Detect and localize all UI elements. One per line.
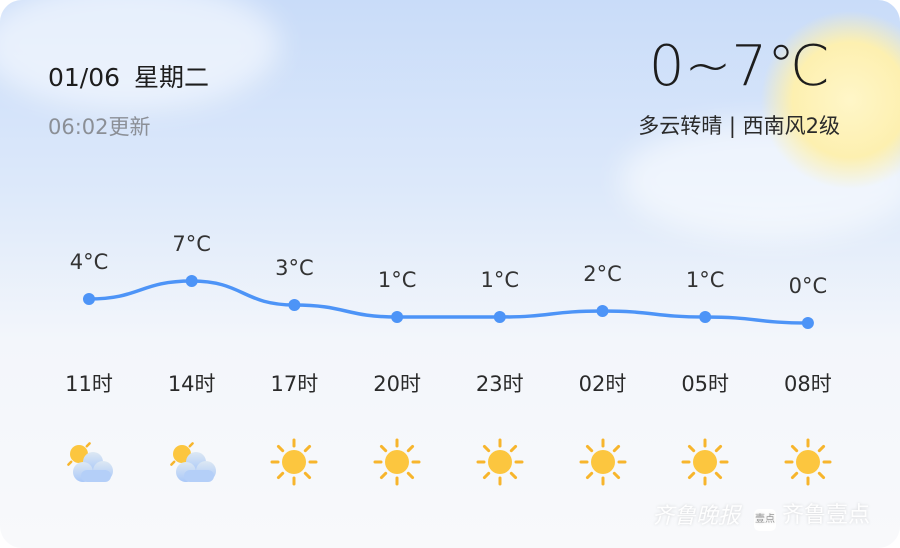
watermark-brand2: 齐鲁壹点 — [781, 503, 870, 528]
sun-glow — [760, 10, 900, 190]
hour-label: 17时 — [270, 372, 319, 396]
hour-label: 20时 — [373, 372, 421, 396]
temperature-point — [801, 317, 814, 329]
temperature-label: 1°C — [378, 268, 417, 292]
weather-description: 多云转晴 | 西南风2级 — [638, 114, 840, 138]
temperature-label: 4°C — [70, 250, 109, 274]
hour-label: 05时 — [681, 372, 730, 396]
hour-label: 14时 — [167, 372, 216, 396]
partly-cloudy-icon — [61, 436, 113, 488]
watermark-badge: 壹点 — [753, 509, 776, 531]
date: 01/06 星期二 — [48, 58, 223, 94]
temperature-label: 2°C — [583, 262, 622, 286]
sunny-icon — [577, 436, 629, 488]
sunny-icon — [679, 436, 731, 488]
temperature-label: 7°C — [172, 232, 211, 256]
partly-cloudy-icon — [164, 436, 216, 488]
hour-label: 08时 — [784, 372, 832, 396]
sunny-icon — [268, 436, 320, 488]
temperature-range: 0~7℃ — [648, 34, 830, 99]
temperature-point — [83, 293, 95, 305]
watermark: 齐鲁晚报 壹点 齐鲁壹点 — [652, 497, 870, 531]
temperature-line — [88, 279, 808, 325]
temperature-label: 1°C — [481, 268, 520, 292]
temperature-label: 1°C — [686, 268, 725, 292]
temperature-label: 0°C — [789, 274, 828, 298]
temperature-point — [596, 305, 609, 317]
update-time: 06:02更新 — [48, 115, 151, 139]
temperature-point — [288, 299, 301, 311]
hour-label: 23时 — [475, 372, 524, 396]
hour-label: 11时 — [65, 372, 113, 396]
sunny-icon — [371, 436, 423, 488]
temperature-point — [493, 311, 506, 323]
sunny-icon — [474, 436, 526, 488]
temperature-point — [391, 311, 404, 323]
sunny-icon — [782, 436, 834, 488]
date-text: 01/06 — [48, 63, 121, 92]
watermark-brand1: 齐鲁晚报 — [651, 504, 740, 529]
temperature-point — [185, 275, 198, 287]
hour-label: 02时 — [578, 372, 627, 396]
temperature-label: 3°C — [275, 256, 314, 280]
temperature-point — [699, 311, 712, 323]
weekday: 星期二 — [134, 63, 210, 92]
